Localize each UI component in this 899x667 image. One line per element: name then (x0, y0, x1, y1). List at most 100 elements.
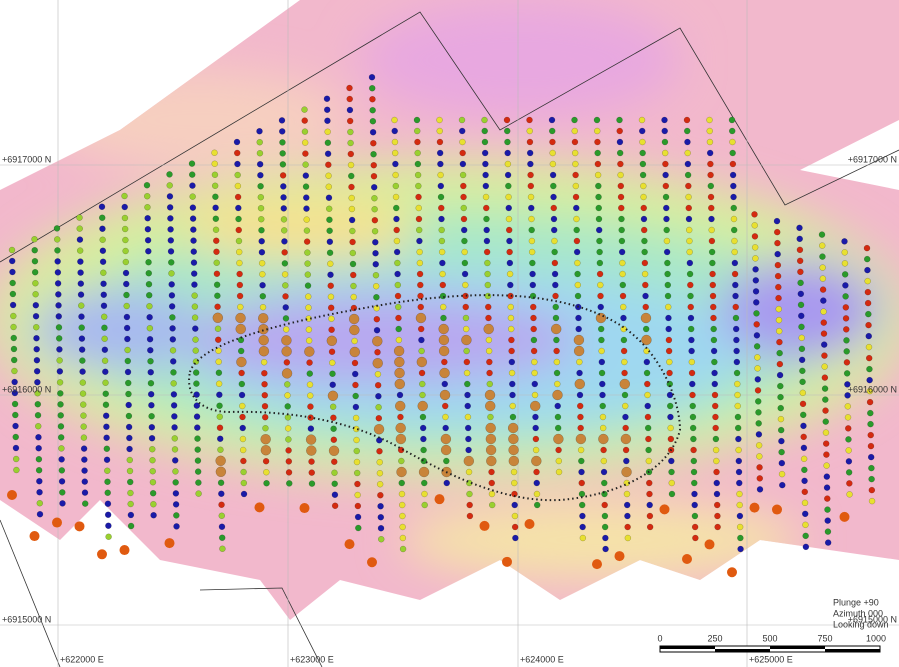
drill-sample (10, 323, 17, 331)
drill-sample (439, 367, 450, 379)
drill-sample (348, 194, 355, 202)
drill-sample (507, 292, 514, 300)
drill-sample (144, 203, 151, 211)
drill-sample (168, 303, 176, 310)
drill-sample (168, 292, 176, 299)
drill-sample (749, 502, 760, 513)
drill-sample (733, 336, 740, 344)
drill-sample (326, 249, 334, 257)
drill-sample (32, 302, 40, 309)
drill-sample (308, 480, 316, 487)
drill-sample (685, 204, 692, 212)
drill-sample (171, 435, 178, 442)
drill-sample (145, 270, 152, 277)
drill-sample (324, 117, 331, 125)
drill-sample (374, 349, 381, 356)
drill-sample (369, 117, 377, 125)
drill-sample (80, 412, 87, 419)
drill-sample (578, 457, 585, 465)
drill-sample (417, 303, 424, 311)
drill-sample (710, 314, 717, 322)
drill-sample (59, 489, 66, 496)
drill-sample (215, 358, 222, 365)
drill-sample (774, 250, 781, 258)
drill-sample (573, 345, 585, 357)
drill-sample (376, 470, 384, 477)
drill-sample (624, 523, 631, 531)
drill-sample (188, 160, 196, 167)
drill-sample (509, 391, 516, 399)
drill-sample (436, 149, 444, 157)
drill-sample (372, 261, 379, 268)
drill-sample (119, 545, 130, 556)
drill-sample (596, 248, 603, 256)
drill-sample (352, 414, 360, 422)
drill-sample (527, 160, 534, 168)
drill-sample (285, 458, 293, 465)
drill-sample (732, 281, 739, 289)
drill-sample (391, 116, 398, 124)
drill-sample (691, 523, 699, 531)
drill-sample (329, 359, 336, 366)
drill-sample (602, 545, 609, 553)
drill-sample (331, 491, 339, 498)
drill-sample (102, 390, 109, 397)
drill-sample (551, 270, 559, 278)
drill-sample (56, 346, 63, 353)
drill-sample (281, 260, 289, 267)
drill-sample (126, 445, 133, 453)
drill-sample (530, 314, 537, 322)
drill-sample (483, 204, 490, 212)
drill-sample (32, 291, 39, 298)
drill-sample (710, 325, 717, 333)
drill-sample (369, 106, 376, 114)
drill-sample (483, 215, 490, 223)
drill-sample (574, 270, 581, 278)
drill-sample (394, 356, 405, 368)
drill-sample (730, 204, 737, 212)
drill-sample (194, 435, 201, 442)
drill-sample (506, 259, 514, 267)
drill-sample (262, 458, 270, 465)
drill-sample (170, 380, 177, 387)
drill-sample (618, 215, 625, 223)
drill-sample (623, 457, 630, 465)
drill-sample (667, 424, 674, 432)
drill-sample (377, 503, 384, 510)
drill-sample (555, 457, 563, 465)
drill-sample (126, 467, 134, 475)
drill-sample (646, 501, 653, 509)
drill-sample (105, 522, 112, 529)
drill-sample (81, 467, 88, 474)
drill-sample (234, 160, 241, 168)
drill-sample (395, 325, 402, 333)
drill-sample (11, 389, 19, 397)
drill-sample (328, 348, 336, 355)
drill-sample (844, 403, 851, 410)
drill-sample (172, 457, 179, 464)
drill-sample (189, 171, 196, 178)
drill-sample (281, 249, 288, 256)
drill-sample (599, 424, 607, 432)
drill-sample (127, 522, 135, 530)
drill-sample (572, 193, 580, 201)
drill-sample (819, 253, 826, 260)
drill-sample (172, 468, 179, 475)
drill-sample (303, 205, 310, 212)
drill-sample (80, 434, 88, 441)
drill-sample (284, 392, 291, 399)
drill-sample (595, 215, 603, 223)
drill-sample (508, 433, 519, 445)
drill-sample (753, 343, 761, 350)
drill-sample (150, 501, 157, 508)
drill-sample (258, 260, 266, 267)
drill-sample (528, 248, 536, 256)
drill-sample (79, 390, 87, 397)
drill-sample (459, 138, 466, 146)
drill-sample (599, 402, 606, 410)
drill-sample (416, 248, 423, 256)
drill-sample (78, 346, 86, 353)
drill-sample (279, 172, 287, 179)
drill-sample (443, 457, 450, 465)
drill-sample (306, 370, 313, 377)
